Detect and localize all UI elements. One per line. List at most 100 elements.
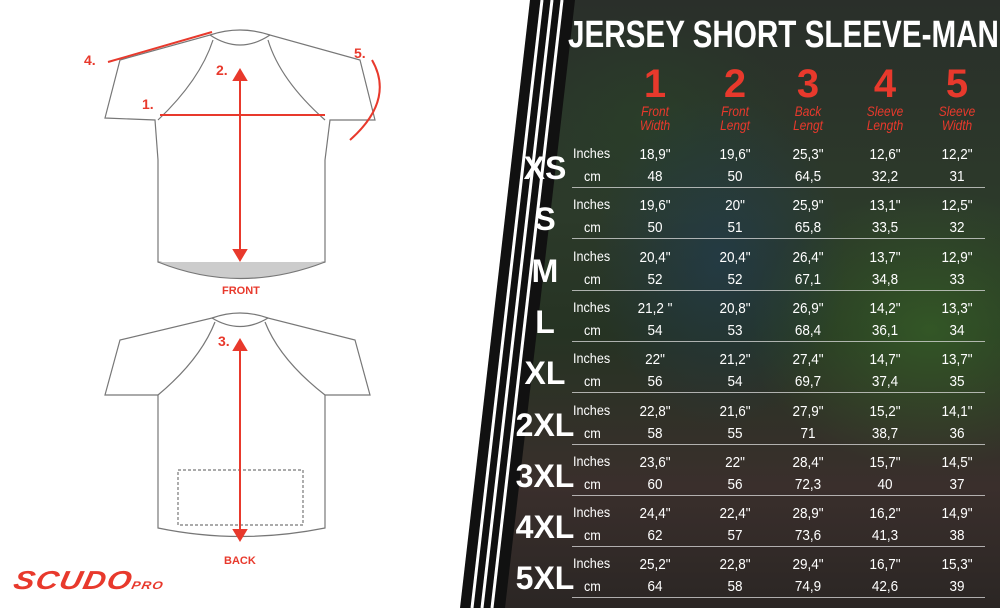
value-cm: 38,7	[871, 424, 899, 442]
unit-cm: cm	[584, 270, 601, 287]
value-cm: 34	[949, 321, 965, 339]
row-divider	[572, 238, 985, 240]
unit-inches: Inches	[573, 401, 611, 418]
unit-cm: cm	[584, 219, 601, 236]
row-divider	[572, 340, 985, 342]
value-inches: 20"	[725, 197, 745, 215]
value-inches: 22,8"	[639, 402, 671, 420]
unit-inches: Inches	[573, 555, 611, 572]
value-cm: 50	[647, 219, 663, 237]
value-inches: 28,4"	[792, 453, 824, 471]
column-label-top: Back	[794, 103, 822, 119]
value-cm: 74,9	[794, 578, 822, 596]
column-label: Sleeve Length	[851, 104, 919, 132]
value-cm: 42,6	[871, 578, 899, 596]
value-cm: 41,3	[871, 527, 899, 545]
column-label-top: Front	[641, 103, 669, 119]
value-cm: 69,7	[794, 373, 822, 391]
value-inches: 21,2"	[719, 351, 751, 369]
row-divider	[572, 546, 985, 548]
table-row: L Inches cm 21,2 " 54 20,8" 53 26,9" 68,4 14…	[0, 297, 1000, 348]
column-number: 5	[945, 62, 969, 106]
page-title: JERSEY SHORT SLEEVE-MAN	[568, 14, 999, 56]
value-inches: 22,8"	[719, 556, 751, 574]
value-inches: 15,3"	[941, 556, 973, 574]
column-label-bottom: Lengt	[720, 117, 750, 133]
value-inches: 29,4"	[792, 556, 824, 574]
value-cm: 52	[727, 270, 743, 288]
marker-5: 5.	[354, 45, 366, 61]
value-cm: 60	[647, 475, 663, 493]
value-inches: 19,6"	[719, 146, 751, 163]
size-label: L	[535, 303, 555, 340]
value-inches: 14,7"	[869, 351, 901, 369]
unit-cm: cm	[584, 373, 601, 390]
size-label: 5XL	[515, 560, 575, 597]
unit-inches: Inches	[573, 247, 611, 264]
unit-inches: Inches	[573, 145, 611, 161]
marker-4: 4.	[84, 52, 96, 68]
jersey-diagrams	[104, 29, 381, 542]
unit-inches: Inches	[573, 196, 611, 213]
column-label-bottom: Lengt	[793, 117, 823, 133]
back-label: BACK	[224, 555, 256, 567]
value-inches: 26,4"	[792, 248, 824, 266]
size-label: 3XL	[515, 457, 575, 494]
value-inches: 13,7"	[869, 248, 901, 266]
value-cm: 73,6	[794, 527, 822, 545]
marker-3: 3.	[218, 333, 230, 349]
table-row: XS Inches cm 18,9" 48 19,6" 50 25,3" 64,5 12…	[0, 143, 1000, 194]
value-cm: 64	[647, 578, 663, 596]
value-inches: 12,9"	[941, 248, 973, 266]
value-cm: 67,1	[794, 270, 822, 288]
unit-inches: Inches	[573, 452, 611, 469]
value-cm: 56	[727, 475, 743, 493]
value-inches: 20,8"	[719, 299, 751, 317]
value-inches: 14,9"	[941, 505, 973, 523]
column-number: 3	[796, 62, 820, 106]
value-inches: 20,4"	[639, 248, 671, 266]
value-cm: 34,8	[871, 270, 899, 288]
value-cm: 37,4	[871, 373, 899, 391]
value-inches: 14,5"	[941, 453, 973, 471]
column-label-bottom: Width	[639, 117, 671, 133]
column-label-top: Front	[721, 103, 749, 119]
value-cm: 33	[949, 270, 965, 288]
value-inches: 19,6"	[639, 197, 671, 215]
value-inches: 27,4"	[792, 351, 824, 369]
size-label: 2XL	[515, 406, 575, 443]
unit-inches: Inches	[573, 350, 611, 367]
column-label: Back Lengt	[774, 104, 842, 132]
row-divider	[572, 494, 985, 496]
value-cm: 51	[727, 219, 743, 237]
value-inches: 13,1"	[869, 197, 901, 215]
value-inches: 21,2 "	[637, 299, 673, 317]
value-inches: 12,2"	[941, 146, 973, 163]
size-label: M	[531, 252, 559, 289]
value-inches: 20,4"	[719, 248, 751, 266]
table-row: M Inches cm 20,4" 52 20,4" 52 26,4" 67,1 13,…	[0, 246, 1000, 297]
column-number: 2	[723, 62, 747, 106]
value-cm: 48	[647, 168, 663, 185]
value-inches: 21,6"	[719, 402, 751, 420]
row-divider	[572, 597, 985, 599]
value-inches: 13,7"	[941, 351, 973, 369]
table-row: 5XL Inches cm 25,2" 64 22,8" 58 29,4" 74,9 1…	[0, 553, 1000, 604]
column-label: Front Lengt	[701, 104, 769, 132]
value-cm: 38	[949, 527, 965, 545]
value-cm: 62	[647, 527, 663, 545]
value-inches: 25,3"	[792, 146, 824, 163]
table-row: S Inches cm 19,6" 50 20" 51 25,9" 65,8 13,1"…	[0, 194, 1000, 245]
value-cm: 39	[949, 578, 965, 596]
unit-inches: Inches	[573, 298, 611, 315]
table-row: 4XL Inches cm 24,4" 62 22,4" 57 28,9" 73,6 1…	[0, 502, 1000, 553]
value-cm: 58	[647, 424, 663, 442]
unit-cm: cm	[584, 527, 601, 544]
column-label: Sleeve Width	[923, 104, 991, 132]
unit-cm: cm	[584, 321, 601, 338]
unit-cm: cm	[584, 424, 601, 441]
value-inches: 25,2"	[639, 556, 671, 574]
value-cm: 36	[949, 424, 965, 442]
front-label: FRONT	[222, 285, 260, 297]
